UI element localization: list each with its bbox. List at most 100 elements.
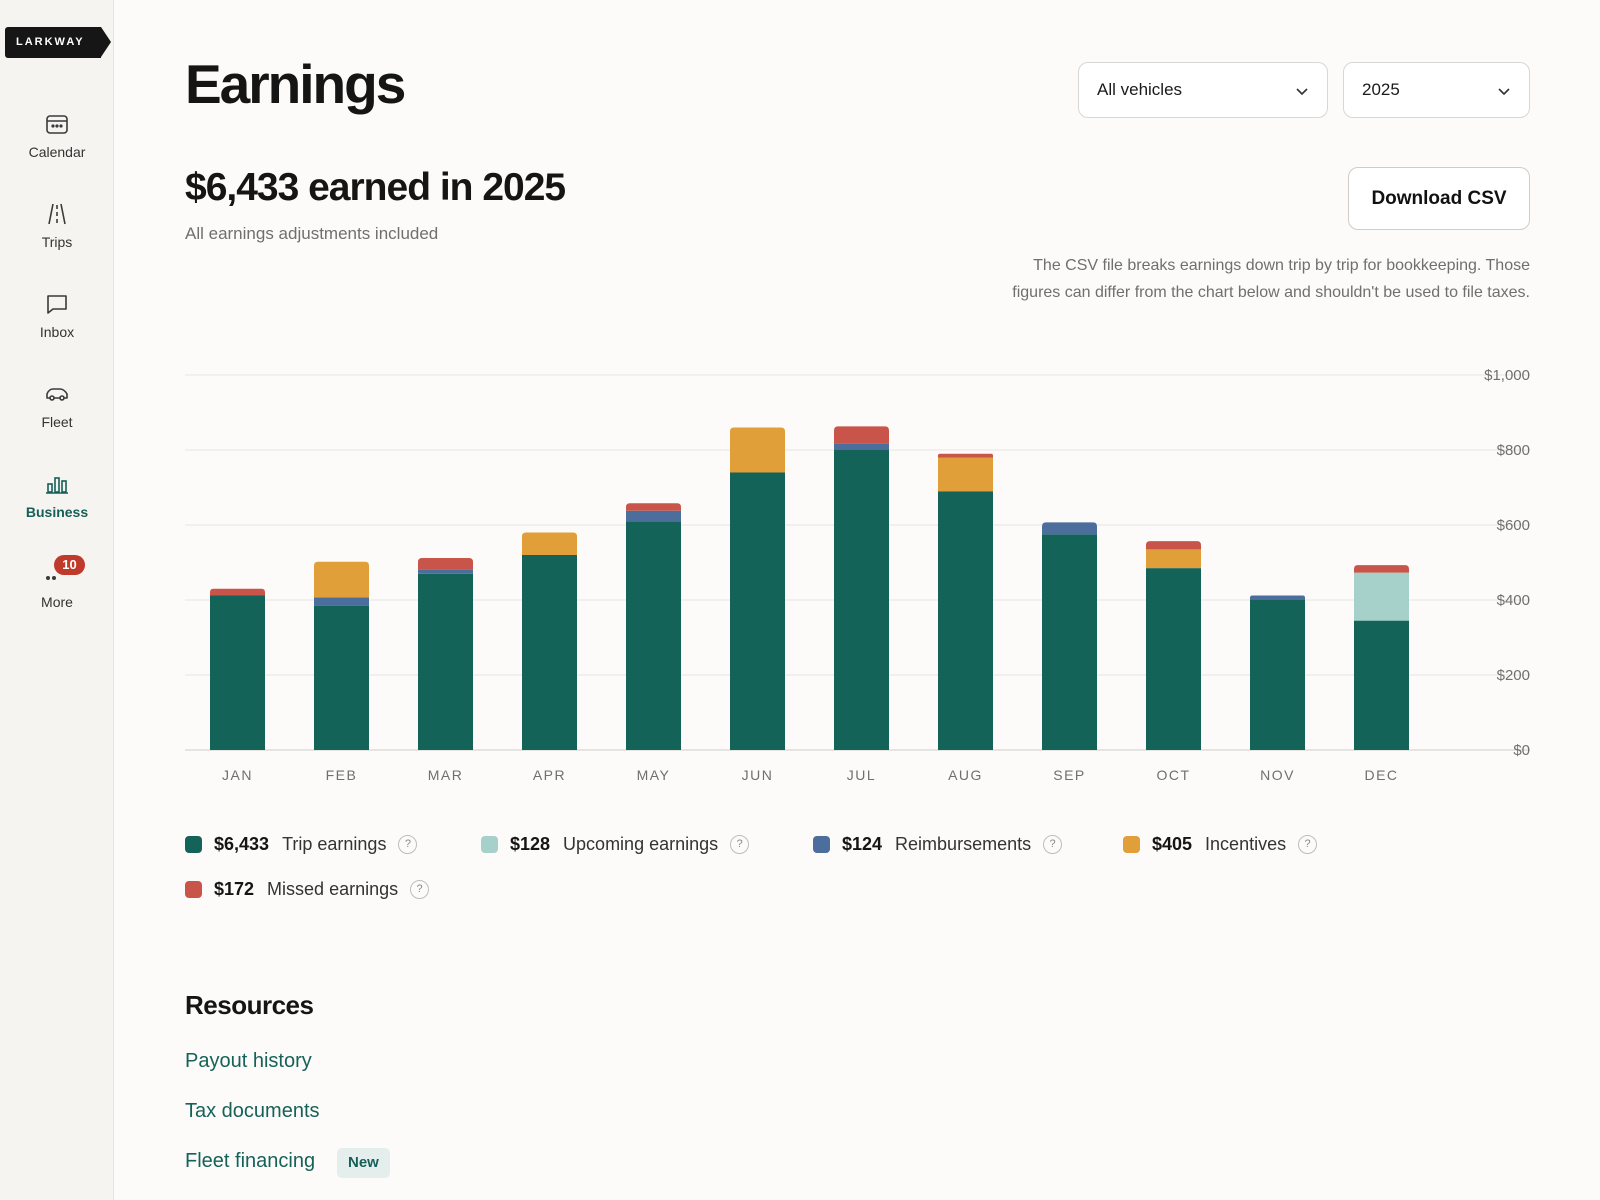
bar-segment-missed-earnings bbox=[834, 426, 889, 444]
bar-segment-missed-earnings bbox=[1146, 541, 1201, 550]
calendar-icon bbox=[44, 111, 70, 137]
road-icon bbox=[44, 201, 70, 227]
x-tick-label: JUN bbox=[742, 767, 774, 783]
x-tick-label: JAN bbox=[222, 767, 253, 783]
bar-segment-trip-earnings bbox=[1354, 620, 1409, 750]
payout-history-link[interactable]: Payout history bbox=[185, 1050, 312, 1072]
legend-swatch bbox=[1123, 836, 1140, 853]
more-dots-icon bbox=[44, 561, 70, 587]
bar-segment-incentives bbox=[730, 427, 785, 473]
help-icon[interactable]: ? bbox=[730, 835, 750, 854]
year-select[interactable]: 2025 bbox=[1343, 62, 1530, 118]
bar-segment-trip-earnings bbox=[1146, 568, 1201, 750]
legend-value: $128 bbox=[510, 834, 551, 854]
y-tick-label: $800 bbox=[1497, 442, 1530, 459]
bar-segment-trip-earnings bbox=[1250, 600, 1305, 750]
x-tick-label: MAY bbox=[637, 767, 671, 783]
bar-segment-missed-earnings bbox=[210, 588, 265, 596]
bar-segment-reimbursements bbox=[626, 510, 681, 522]
sidebar: LARKWAY Calendar Trips Inbox Fleet Busin… bbox=[0, 0, 114, 1200]
bar-segment-incentives bbox=[938, 457, 993, 492]
earnings-headline: $6,433 earned in 2025 bbox=[185, 166, 566, 209]
bar-segment-missed-earnings bbox=[626, 503, 681, 511]
legend-label: Reimbursements bbox=[895, 834, 1032, 854]
legend-swatch bbox=[185, 836, 202, 853]
chevron-down-icon bbox=[1498, 88, 1510, 96]
bar-segment-incentives bbox=[1146, 549, 1201, 569]
help-icon[interactable]: ? bbox=[1298, 835, 1318, 854]
legend-item-missed-earnings: $172 Missed earnings ? bbox=[185, 879, 430, 900]
bar-segment-trip-earnings bbox=[730, 472, 785, 750]
y-tick-label: $1,000 bbox=[1484, 367, 1530, 384]
x-tick-label: AUG bbox=[948, 767, 983, 783]
vehicle-select[interactable]: All vehicles bbox=[1078, 62, 1328, 118]
x-tick-label: DEC bbox=[1364, 767, 1398, 783]
legend-value: $124 bbox=[842, 834, 883, 854]
x-tick-label: SEP bbox=[1053, 767, 1086, 783]
sidebar-item-business[interactable]: Business bbox=[0, 471, 114, 522]
bar-segment-incentives bbox=[314, 561, 369, 598]
tax-documents-link[interactable]: Tax documents bbox=[185, 1100, 320, 1122]
legend-label: Incentives bbox=[1205, 834, 1287, 854]
bar-segment-missed-earnings bbox=[1354, 565, 1409, 573]
legend-swatch bbox=[813, 836, 830, 853]
sidebar-item-more[interactable]: 10 More bbox=[0, 555, 114, 612]
bar-segment-missed-earnings bbox=[418, 558, 473, 570]
legend-item-trip-earnings: $6,433 Trip earnings ? bbox=[185, 834, 418, 855]
legend-value: $6,433 bbox=[214, 834, 270, 854]
bar-segment-trip-earnings bbox=[834, 450, 889, 750]
bar-segment-upcoming-earnings bbox=[1354, 572, 1409, 621]
legend-value: $172 bbox=[214, 879, 255, 899]
y-tick-label: $600 bbox=[1497, 517, 1530, 534]
fleet-financing-link[interactable]: Fleet financing bbox=[185, 1150, 316, 1172]
help-icon[interactable]: ? bbox=[398, 835, 418, 854]
sidebar-item-label: Inbox bbox=[39, 324, 75, 340]
legend-label: Upcoming earnings bbox=[563, 834, 719, 854]
sidebar-item-calendar[interactable]: Calendar bbox=[0, 111, 114, 162]
bar-segment-incentives bbox=[522, 532, 577, 555]
x-tick-label: OCT bbox=[1156, 767, 1190, 783]
y-tick-label: $0 bbox=[1513, 742, 1530, 759]
sidebar-item-trips[interactable]: Trips bbox=[0, 201, 114, 252]
sidebar-item-fleet[interactable]: Fleet bbox=[0, 381, 114, 432]
legend-item-incentives: $405 Incentives ? bbox=[1123, 834, 1318, 855]
bar-segment-trip-earnings bbox=[626, 521, 681, 750]
help-icon[interactable]: ? bbox=[410, 880, 430, 899]
resources-title: Resources bbox=[185, 990, 314, 1020]
sidebar-item-inbox[interactable]: Inbox bbox=[0, 291, 114, 342]
csv-note: The CSV file breaks earnings down trip b… bbox=[910, 252, 1530, 306]
y-tick-label: $400 bbox=[1497, 592, 1530, 609]
x-tick-label: APR bbox=[533, 767, 566, 783]
new-badge: New bbox=[337, 1148, 390, 1178]
larkway-logo[interactable]: LARKWAY bbox=[5, 27, 111, 58]
legend-swatch bbox=[481, 836, 498, 853]
legend-label: Missed earnings bbox=[267, 879, 399, 899]
message-icon bbox=[44, 291, 70, 317]
bar-segment-trip-earnings bbox=[938, 491, 993, 750]
y-tick-label: $200 bbox=[1497, 667, 1530, 684]
bar-segment-trip-earnings bbox=[1042, 534, 1097, 750]
sidebar-item-label: Business bbox=[25, 504, 89, 520]
download-csv-button[interactable]: Download CSV bbox=[1348, 167, 1530, 230]
vehicle-select-value: All vehicles bbox=[1097, 80, 1183, 99]
sidebar-item-label: Calendar bbox=[28, 144, 86, 160]
sidebar-item-label: Trips bbox=[41, 234, 73, 250]
year-select-value: 2025 bbox=[1362, 80, 1400, 99]
x-tick-label: JUL bbox=[847, 767, 876, 783]
x-tick-label: NOV bbox=[1260, 767, 1295, 783]
help-icon[interactable]: ? bbox=[1043, 835, 1063, 854]
csv-note-line: figures can differ from the chart below … bbox=[1012, 284, 1530, 301]
x-tick-label: MAR bbox=[428, 767, 464, 783]
car-icon bbox=[44, 381, 70, 407]
legend-value: $405 bbox=[1152, 834, 1193, 854]
legend-swatch bbox=[185, 881, 202, 898]
bar-chart-icon bbox=[44, 471, 70, 497]
bar-segment-missed-earnings bbox=[938, 453, 993, 458]
earnings-subline: All earnings adjustments included bbox=[185, 224, 439, 243]
csv-note-line: The CSV file breaks earnings down trip b… bbox=[1033, 257, 1530, 274]
page-title: Earnings bbox=[185, 53, 406, 115]
bar-segment-reimbursements bbox=[1042, 522, 1097, 535]
sidebar-item-label: Fleet bbox=[41, 414, 73, 430]
bar-segment-reimbursements bbox=[418, 569, 473, 574]
legend-item-reimbursements: $124 Reimbursements ? bbox=[813, 834, 1063, 855]
